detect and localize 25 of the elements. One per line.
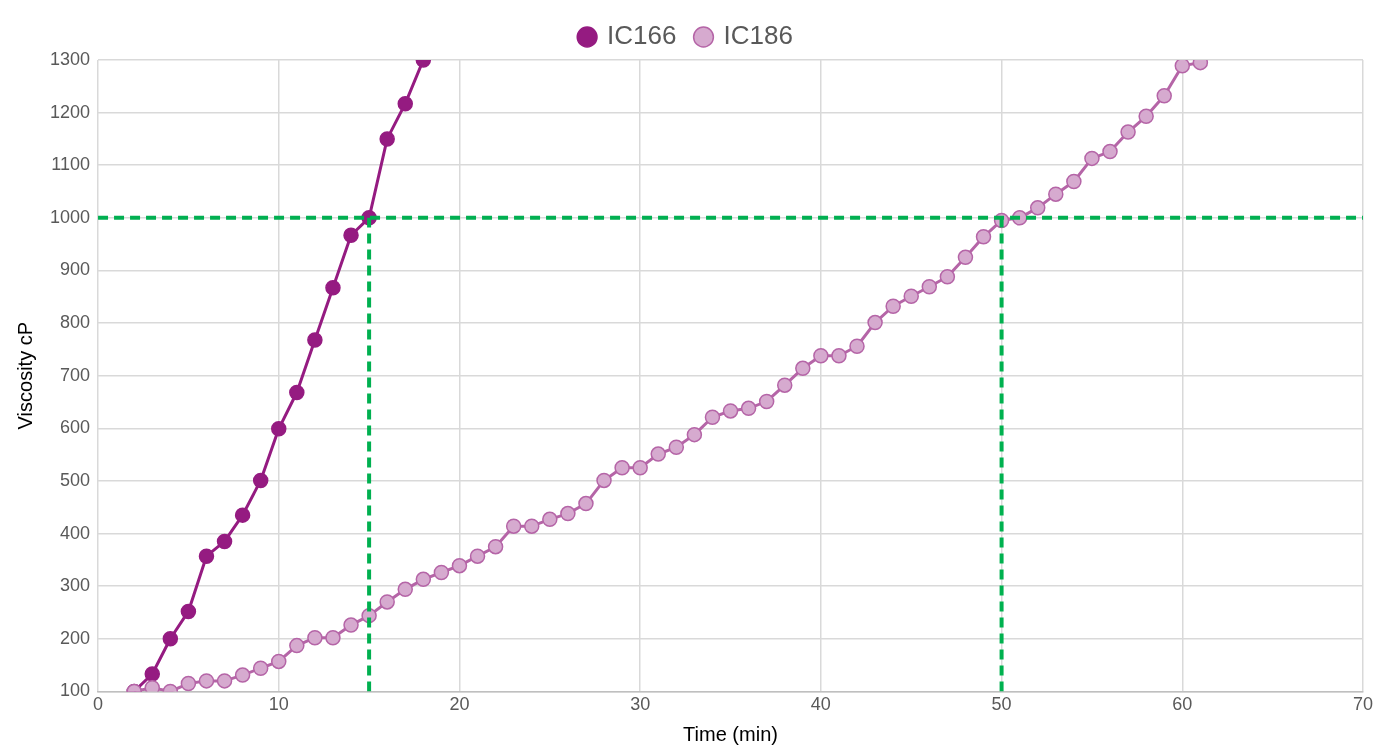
y-tick-label: 200	[60, 627, 91, 648]
y-tick-label: 900	[60, 259, 91, 280]
x-tick-label: 50	[991, 694, 1012, 715]
y-tick-label: 800	[60, 312, 91, 333]
y-tick-label: 700	[60, 364, 91, 385]
x-tick-label: 20	[449, 694, 470, 715]
x-tick-label: 10	[268, 694, 289, 715]
x-tick-label: 0	[93, 694, 104, 715]
y-tick-label: 500	[60, 469, 91, 490]
y-tick-label: 100	[60, 680, 91, 701]
x-axis-title: Time (min)	[683, 722, 778, 745]
y-tick-label: 600	[60, 417, 91, 438]
x-tick-label: 60	[1172, 694, 1193, 715]
y-tick-label: 400	[60, 522, 91, 543]
y-tick-label: 300	[60, 575, 91, 596]
y-tick-label: 1200	[50, 101, 91, 122]
y-axis-title: Viscosity cP	[13, 321, 36, 430]
legend-label: IC166	[607, 20, 677, 51]
y-tick-label: 1300	[50, 48, 91, 69]
legend-label: IC186	[723, 20, 793, 51]
x-tick-label: 40	[810, 694, 831, 715]
x-tick-label: 70	[1352, 694, 1374, 715]
y-tick-label: 1100	[51, 154, 91, 175]
y-tick-label: 1000	[50, 206, 91, 227]
x-tick-label: 30	[630, 694, 651, 715]
